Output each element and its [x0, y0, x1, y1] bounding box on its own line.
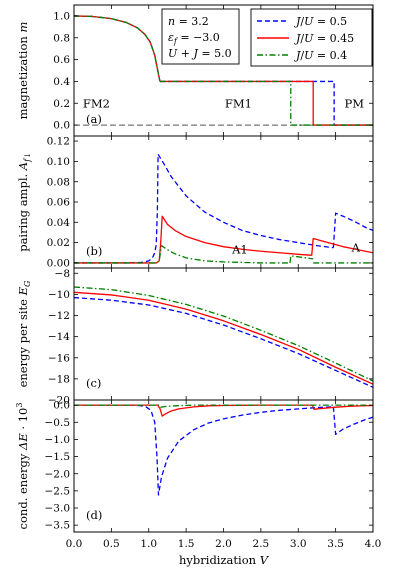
xtick-label: 1.0 — [140, 538, 157, 550]
xtick-label: 2.5 — [253, 538, 270, 550]
x-axis-label: hybridization V — [179, 553, 270, 567]
legend-label: J/U = 0.4 — [294, 49, 347, 62]
ytick-label: −10 — [48, 289, 70, 301]
series-line-d-0-0 — [74, 404, 334, 496]
xtick-label: 0.5 — [103, 538, 120, 550]
panel-frame — [73, 135, 374, 269]
ytick-label: 0.00 — [47, 258, 70, 270]
region-label: A — [351, 241, 361, 255]
panel-c: −20 −18 −16 −14 −12 −10 −8 (c) energy per site E… — [16, 267, 374, 407]
ytick-label: 0.8 — [53, 32, 70, 44]
series-line-d-0-1 — [332, 406, 373, 435]
ytick-label: −16 — [48, 352, 70, 364]
info-line: εf = −3.0 — [168, 31, 220, 46]
ytick-label: 0.6 — [53, 54, 70, 66]
ytick-label: −2.5 — [45, 485, 71, 497]
ytick-label: 0.2 — [53, 98, 70, 110]
series-line-b-0-1 — [332, 212, 373, 248]
xtick-label: 1.5 — [178, 538, 195, 550]
region-label: PM — [345, 96, 365, 110]
panel-d: 0.0 −0.5 −1.0 −1.5 −2.0 −2.5 −3.0 −3.5 (d) cond. … — [15, 399, 374, 533]
panel-label: (a) — [86, 112, 102, 126]
series-line-b-2-0 — [74, 245, 291, 264]
series-line-a-2-0 — [74, 15, 161, 82]
panel-label: (c) — [86, 376, 101, 390]
ytick-label: 1.0 — [53, 11, 70, 23]
xtick-label: 2.0 — [215, 538, 232, 550]
panel-frame — [73, 399, 374, 533]
ytick-label: −20 — [48, 395, 70, 407]
ytick-label: 0.02 — [47, 237, 70, 249]
ytick-label: 0.06 — [47, 197, 71, 209]
ytick-label: 0.10 — [47, 156, 70, 168]
xtick-label: 4.0 — [365, 538, 382, 550]
series-line-c-1-0 — [74, 291, 373, 385]
series-line-b-2-1 — [289, 255, 314, 263]
ytick-label: 0.0 — [53, 120, 70, 132]
series-line-a-2-1 — [159, 80, 373, 126]
panel-a: 0.0 0.2 0.4 0.6 0.8 1.0 (a) FM2 FM1 PM magnetizati… — [16, 4, 374, 137]
ytick-label: −12 — [48, 310, 70, 322]
ytick-label: −3.5 — [45, 520, 71, 532]
series-line-d-2-0 — [74, 404, 373, 408]
ytick-label: 0.0 — [53, 400, 70, 412]
region-label: A1 — [231, 243, 248, 257]
series-line-d-1-0 — [74, 404, 313, 417]
info-box: n = 3.2 εf = −3.0U + J = 5.0 — [161, 8, 240, 65]
legend: J/U = 0.5 J/U = 0.45 J/U = 0.4 — [250, 8, 373, 67]
ytick-label: −8 — [55, 268, 70, 280]
series-line-d-1-1 — [311, 404, 373, 410]
series-line-a-0-1 — [159, 80, 373, 126]
y-axis-label: energy per site EG — [16, 280, 32, 387]
xtick-label: 3.5 — [327, 538, 344, 550]
ytick-label: −0.5 — [45, 417, 71, 429]
ytick-label: −18 — [48, 373, 70, 385]
panel-b: 0.00 0.02 0.04 0.06 0.08 0.10 0.12 (b) A1 Apairin… — [16, 135, 374, 270]
panel-label: (b) — [86, 244, 102, 258]
info-line: n = 3.2 — [168, 15, 209, 28]
series-line-b-1-0 — [74, 215, 312, 264]
y-axis-label: pairing ampl. Af↓ — [16, 152, 32, 252]
series-line-b-1-1 — [311, 237, 373, 256]
ytick-label: −14 — [48, 331, 70, 343]
info-line: U + J = 5.0 — [168, 47, 232, 60]
series-line-a-0-0 — [74, 15, 161, 82]
ytick-label: −1.0 — [45, 434, 71, 446]
ytick-label: −3.0 — [45, 503, 71, 515]
ytick-label: 0.4 — [53, 76, 70, 88]
legend-label: J/U = 0.45 — [294, 32, 354, 45]
region-label: FM2 — [83, 96, 110, 110]
ytick-label: −1.5 — [45, 451, 71, 463]
xtick-label: 0.0 — [66, 538, 83, 550]
series-line-a-1-0 — [74, 15, 161, 82]
series-line-c-2-0 — [74, 286, 373, 382]
region-label: FM1 — [225, 96, 252, 110]
legend-label: J/U = 0.5 — [294, 15, 347, 28]
ytick-label: 0.08 — [47, 176, 70, 188]
panel-frame — [73, 267, 374, 401]
series-line-b-0-0 — [74, 153, 334, 264]
ytick-label: −2.0 — [45, 468, 71, 480]
series-line-a-1-1 — [159, 80, 373, 126]
ytick-label: 0.04 — [47, 217, 71, 229]
y-axis-label: magnetization m — [16, 22, 30, 120]
xtick-label: 3.0 — [290, 538, 307, 550]
series-line-c-0-0 — [74, 296, 373, 388]
ytick-label: 0.12 — [47, 136, 70, 148]
panel-label: (d) — [86, 508, 102, 522]
y-axis-label: cond. energy ΔE · 103 — [15, 403, 30, 530]
